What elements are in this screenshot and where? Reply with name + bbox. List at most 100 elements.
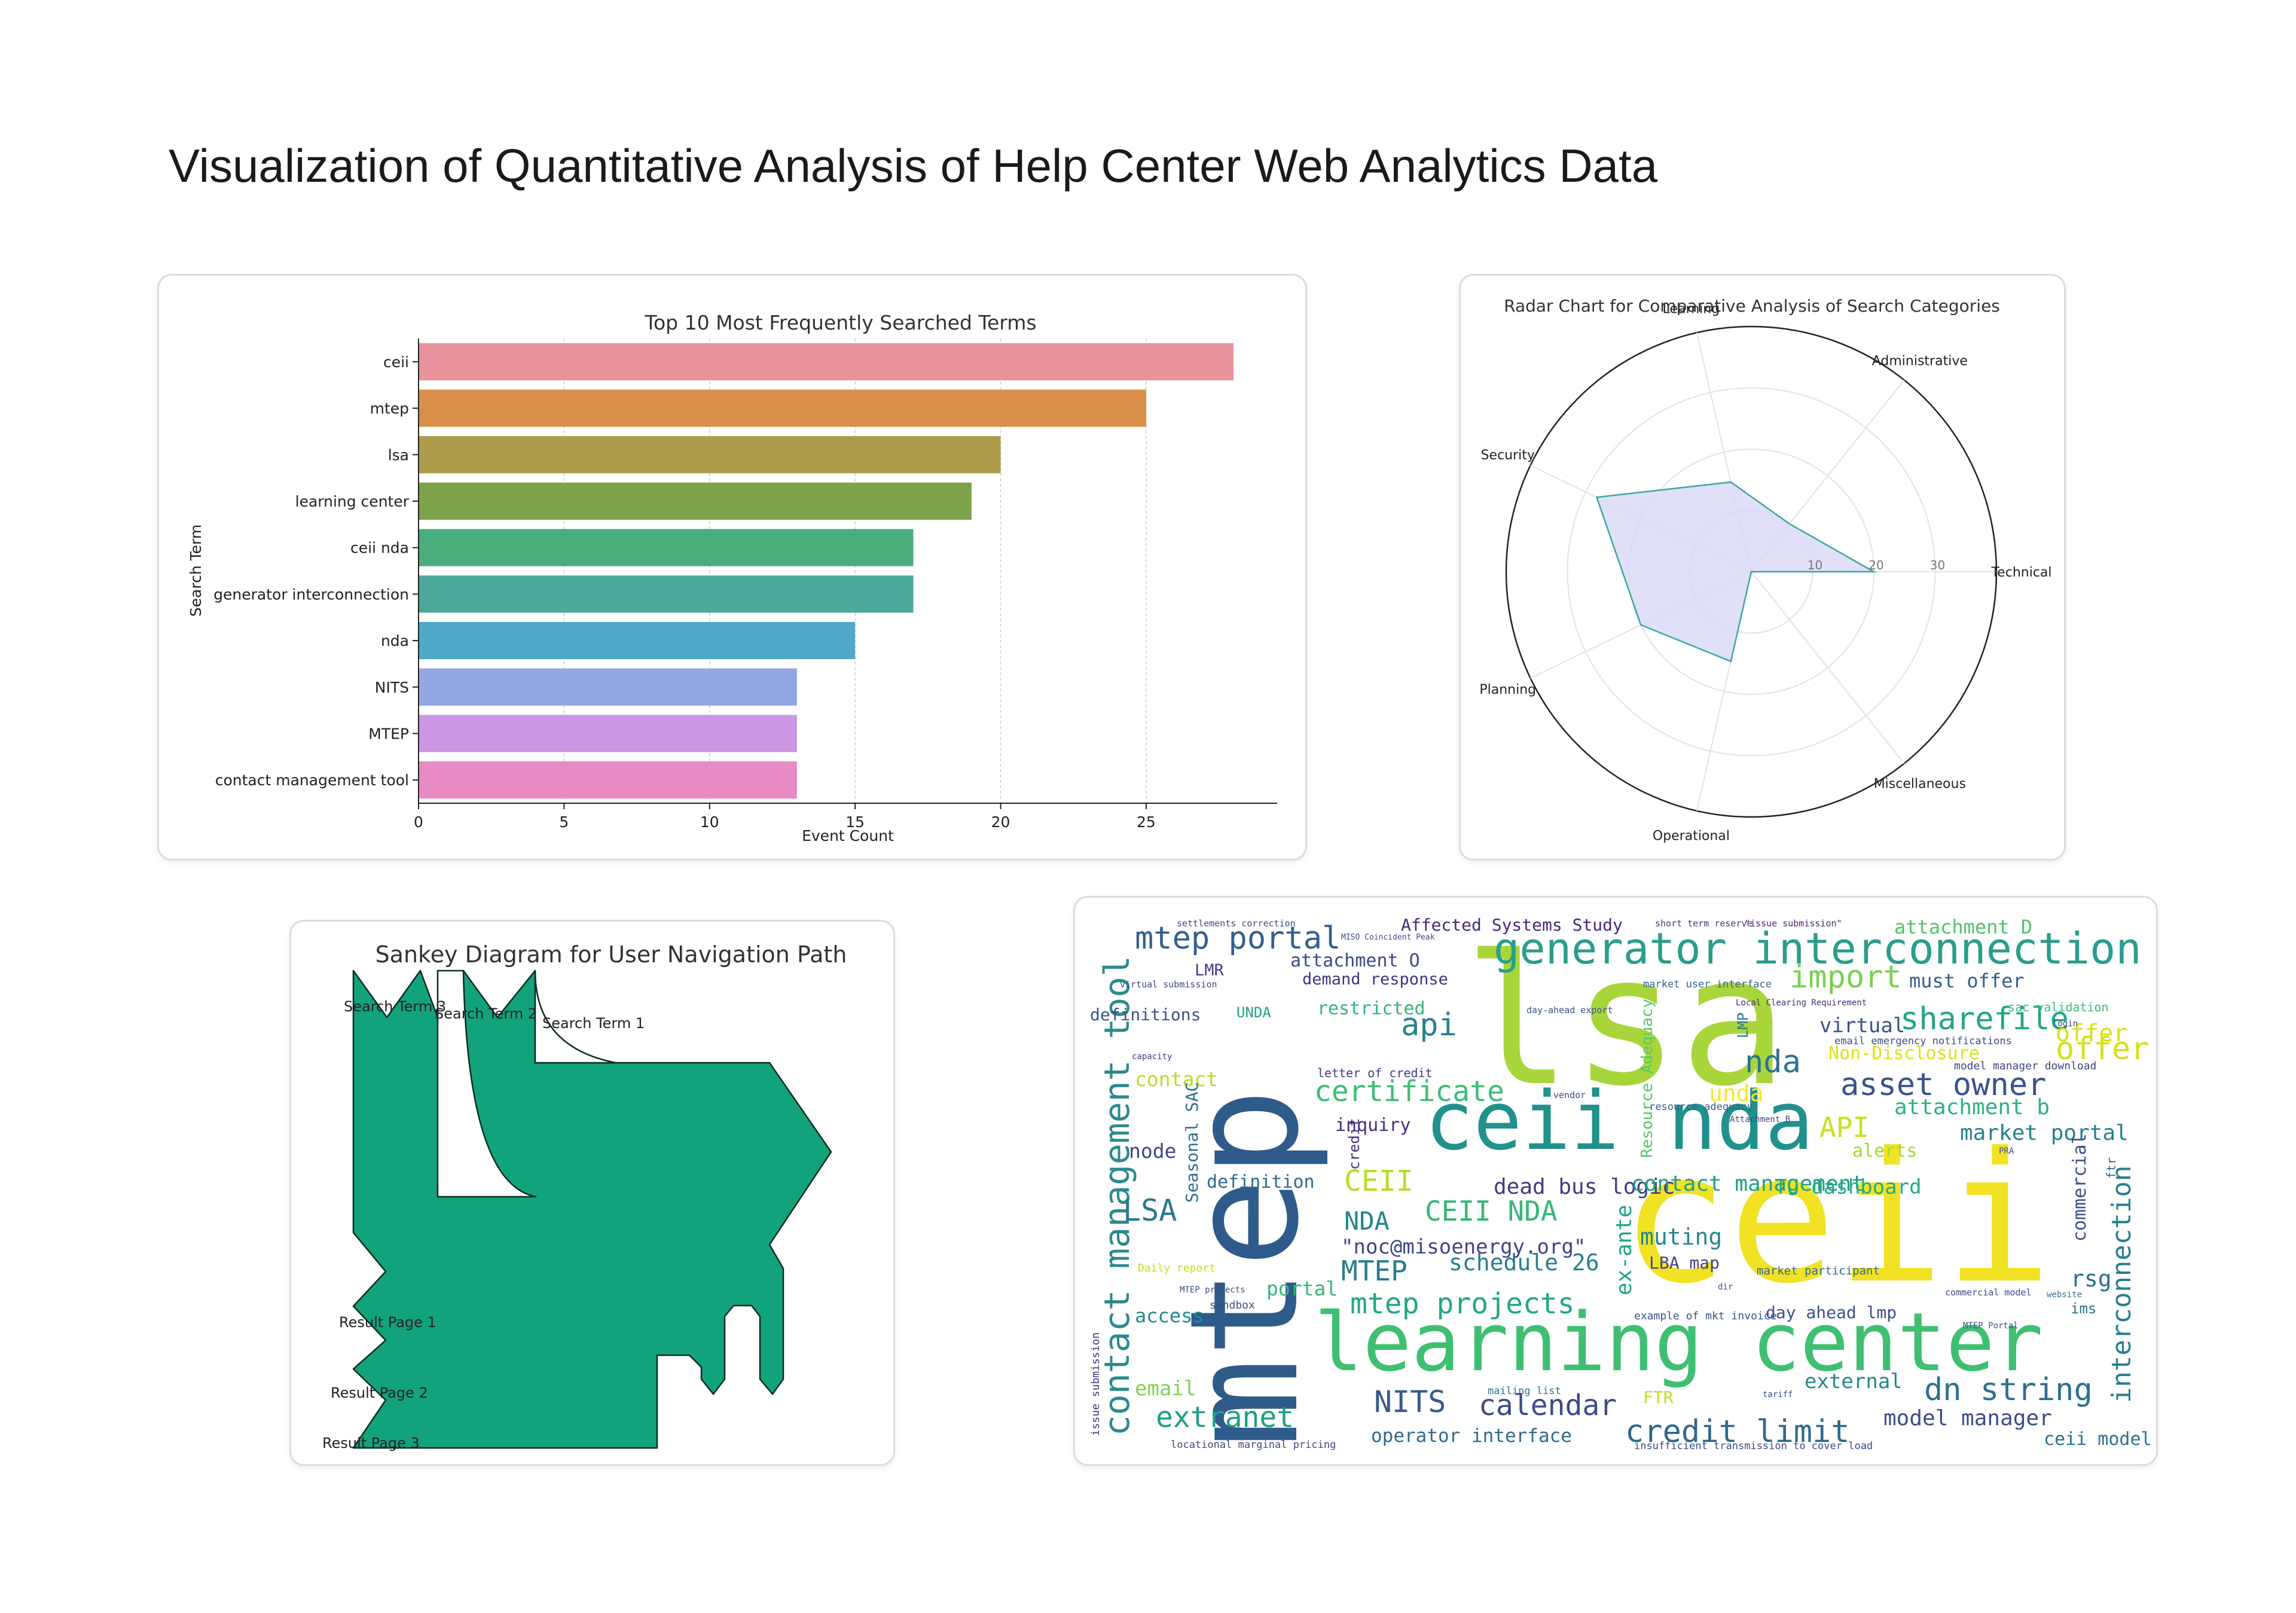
wordcloud-word: node <box>1129 1139 1176 1163</box>
wordcloud-word: Daily report <box>1138 1262 1216 1274</box>
radar-axis-label: Operational <box>1653 829 1730 844</box>
wordcloud-word: "issue submission" <box>1745 918 1842 929</box>
wordcloud-word: day-ahead export <box>1526 1005 1613 1016</box>
bar-mtep <box>419 715 797 752</box>
bar-mtep <box>419 389 1146 427</box>
wordcloud-word: FTR <box>1643 1388 1674 1407</box>
wordcloud-word: import <box>1790 959 1902 995</box>
wordcloud-word: Local Clearing Requirement <box>1736 998 1867 1008</box>
wordcloud-word: operator interface <box>1371 1425 1572 1447</box>
bar-x-tick-label: 25 <box>1137 813 1156 831</box>
wordcloud-word: dir <box>1718 1282 1733 1292</box>
wordcloud-word: API <box>1819 1111 1869 1144</box>
wordcloud-word: mtep <box>1158 1088 1332 1448</box>
wordcloud-word: ceii model <box>2044 1429 2152 1450</box>
wordcloud-word: interconnection <box>2106 1166 2137 1403</box>
wordcloud-word: virtual submission <box>1120 979 1217 990</box>
sankey-flow-gap-1 <box>534 970 616 1064</box>
wordcloud-word: credit <box>1346 1118 1363 1170</box>
bar-category-label: nda <box>381 632 409 650</box>
wordcloud-word: inquiry <box>1335 1115 1410 1136</box>
wordcloud-word: capacity <box>1132 1052 1172 1062</box>
wordcloud-word: MTEP Portal <box>1963 1321 2019 1331</box>
radar-series-area <box>1595 481 1877 663</box>
wordcloud-word: contact management <box>1631 1172 1864 1196</box>
wordcloud-word: vendor <box>1553 1090 1586 1100</box>
bar-generator-interconnection <box>419 575 914 613</box>
wordcloud-word: access <box>1135 1304 1204 1327</box>
bar-x-tick-label: 20 <box>991 813 1010 831</box>
wordcloud-word: mailing list <box>1488 1385 1561 1397</box>
wordcloud-word: tariff <box>1763 1390 1793 1399</box>
bar-chart-card: Top 10 Most Frequently Searched Terms ce… <box>157 274 1307 861</box>
wordcloud-word: commercial model <box>1945 1287 2032 1298</box>
wordcloud-word: alerts <box>1852 1141 1917 1161</box>
sankey-target-label: Result Page 3 <box>322 1435 420 1452</box>
wordcloud-word: restricted <box>1317 998 1425 1019</box>
bar-ceii <box>419 343 1234 380</box>
sankey-source-label: Search Term 2 <box>435 1005 537 1022</box>
radar-r-tick-label: 20 <box>1868 558 1883 572</box>
wordcloud-word: dn string <box>1924 1372 2093 1408</box>
bar-category-label: ceii <box>383 353 409 371</box>
wordcloud-word: model manager <box>1883 1406 2052 1431</box>
wordcloud-word: ftr <box>2104 1157 2118 1179</box>
wordcloud-word: dead bus logic <box>1494 1175 1675 1199</box>
radar-axis-label: Learning <box>1663 301 1720 316</box>
wordcloud-word: MTEP <box>1341 1255 1407 1287</box>
wordcloud-word: LMR <box>1195 961 1225 980</box>
bar-category-label: ceii nda <box>350 539 409 557</box>
wordcloud-word: unda <box>1709 1080 1764 1106</box>
wordcloud-word: api <box>1401 1007 1457 1043</box>
wordcloud-word: calendar <box>1479 1389 1617 1422</box>
sankey-card: Sankey Diagram for User Navigation Path … <box>289 920 895 1466</box>
wordcloud-word: attachment b <box>1894 1095 2050 1120</box>
wordcloud-word: day ahead lmp <box>1766 1303 1897 1322</box>
wordcloud-word: offer <box>2056 1020 2127 1047</box>
wordcloud-word: ex-ante <box>1612 1205 1636 1295</box>
bar-category-label: lsa <box>388 446 409 464</box>
wordcloud-word: portal <box>1266 1277 1338 1300</box>
bar-nda <box>419 621 856 660</box>
wordcloud-word: offer <box>2056 1031 2150 1067</box>
wordcloud-word: generator interconnection <box>1494 923 2142 974</box>
radar-axis-label: Miscellaneous <box>1874 776 1966 791</box>
wordcloud-word: email emergency notifications <box>1834 1035 2012 1047</box>
wordcloud-word: UNDA <box>1236 1004 1271 1021</box>
wordcloud-word: learning center <box>1314 1295 2043 1389</box>
sankey-title: Sankey Diagram for User Navigation Path <box>375 941 847 968</box>
wordcloud-word: nda <box>1745 1044 1801 1080</box>
wordcloud-word: must offer <box>1909 969 2025 992</box>
wordcloud-word: contact management tool <box>1097 956 1137 1436</box>
wordcloud-word: website <box>2047 1290 2082 1300</box>
wordcloud-word: sac validation <box>2008 1000 2109 1014</box>
wordcloud-word: "noc@misoenergy.org" <box>1341 1235 1586 1259</box>
wordcloud-word: insufficient transmission to cover load <box>1634 1440 1873 1452</box>
wordcloud-word: CEII <box>1344 1164 1413 1198</box>
wordcloud-word: market participant <box>1757 1264 1880 1277</box>
wordcloud-word: mtep projects <box>1350 1287 1575 1321</box>
radar-chart: Radar Chart for Comparative Analysis of … <box>1479 296 2051 844</box>
wordcloud-word: example of mkt invoice <box>1634 1310 1776 1322</box>
wordcloud-word: sharefile <box>1900 1001 2069 1037</box>
wordcloud-word: letter of credit <box>1317 1066 1433 1080</box>
bar-category-label: generator interconnection <box>213 586 409 603</box>
wordcloud-word: LSA <box>1123 1193 1177 1228</box>
radar-axis-label: Technical <box>1990 565 2051 580</box>
wordcloud-word: settlements correction <box>1177 918 1296 929</box>
wordcloud-word: mtep portal <box>1135 920 1341 956</box>
sankey-source-label: Search Term 3 <box>344 998 446 1015</box>
radar-r-tick-label: 30 <box>1930 558 1945 572</box>
radar-chart-card: Radar Chart for Comparative Analysis of … <box>1459 274 2066 861</box>
bar-chart-title: Top 10 Most Frequently Searched Terms <box>644 311 1036 334</box>
wordcloud-word: ims <box>2071 1300 2096 1317</box>
bar-chart: Top 10 Most Frequently Searched Terms ce… <box>187 311 1277 844</box>
wordcloud-word: Non-Disclosure <box>1828 1043 1980 1064</box>
radar-chart-title: Radar Chart for Comparative Analysis of … <box>1504 296 2000 316</box>
wordcloud-word: definition <box>1207 1172 1315 1193</box>
sankey-target-label: Result Page 1 <box>339 1314 436 1331</box>
bar-category-label: MTEP <box>368 725 409 742</box>
bar-ceii-nda <box>419 529 914 566</box>
bar-x-axis-label: Event Count <box>802 827 894 844</box>
